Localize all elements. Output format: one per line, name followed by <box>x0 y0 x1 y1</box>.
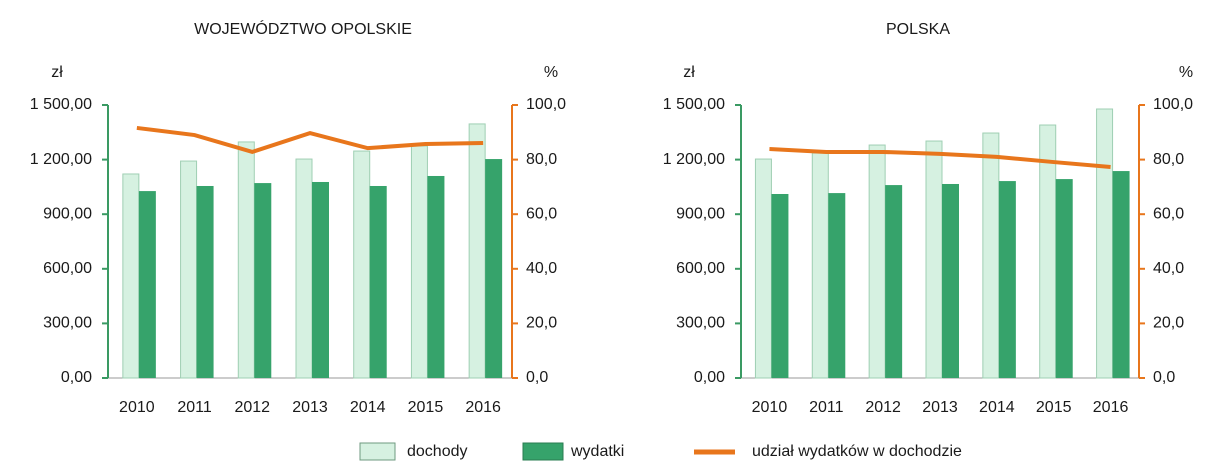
x-tick-label: 2016 <box>465 399 501 416</box>
x-tick-label: 2011 <box>809 399 844 416</box>
x-tick-label: 2010 <box>752 399 788 416</box>
y-tick-label: 600,00 <box>43 260 92 277</box>
y2-tick-label: 0,0 <box>1153 369 1175 386</box>
line-series <box>769 146 1111 169</box>
y2-tick-label: 0,0 <box>526 369 548 386</box>
y2-tick-label: 60,0 <box>1153 205 1184 222</box>
y-tick-label: 300,00 <box>676 315 725 332</box>
bar-dochody <box>754 158 772 379</box>
x-tick-label: 2011 <box>177 399 212 416</box>
bar-wydatki <box>485 159 503 378</box>
y2-tick-label: 20,0 <box>1153 315 1184 332</box>
y-tick-label: 0,00 <box>61 369 92 386</box>
y-axis-unit: zł <box>51 64 63 81</box>
bar-dochody <box>180 160 198 379</box>
bar-wydatki <box>427 175 445 378</box>
x-tick-label: 2014 <box>979 399 1015 416</box>
y-tick-label: 1 200,00 <box>663 151 725 168</box>
legend-label: dochody <box>407 443 468 460</box>
y2-tick-label: 20,0 <box>526 315 557 332</box>
y2-axis-unit: % <box>544 64 558 81</box>
bar-dochody <box>295 158 313 379</box>
bar-dochody <box>811 152 829 379</box>
bar-wydatki <box>828 193 846 378</box>
x-tick-label: 2015 <box>408 399 444 416</box>
bar-wydatki <box>196 185 214 378</box>
bar-wydatki <box>138 191 156 378</box>
y2-tick-label: 100,0 <box>526 96 566 113</box>
chart-title: WOJEWÓDZTWO OPOLSKIE <box>194 19 412 38</box>
bar-dochody <box>982 132 1000 379</box>
bar-wydatki <box>1055 179 1073 378</box>
legend-swatch <box>359 442 396 461</box>
x-tick-label: 2016 <box>1093 399 1129 416</box>
bar-dochody <box>468 123 486 379</box>
bar-wydatki <box>885 185 903 378</box>
x-tick-label: 2012 <box>865 399 901 416</box>
y2-tick-label: 100,0 <box>1153 96 1193 113</box>
bar-wydatki <box>942 183 959 378</box>
bar-wydatki <box>1112 171 1130 378</box>
x-tick-label: 2010 <box>119 399 155 416</box>
x-tick-label: 2015 <box>1036 399 1072 416</box>
x-tick-label: 2013 <box>922 399 958 416</box>
bar-wydatki <box>312 181 329 378</box>
y-axis-unit: zł <box>683 64 695 81</box>
bar-wydatki <box>998 181 1016 378</box>
y2-tick-label: 80,0 <box>526 151 557 168</box>
legend-swatch <box>522 442 564 461</box>
y-tick-label: 900,00 <box>43 205 92 222</box>
y-tick-label: 0,00 <box>694 369 725 386</box>
bar-dochody <box>122 173 140 379</box>
chart-title: POLSKA <box>886 21 950 38</box>
bar-dochody <box>353 150 371 379</box>
y2-axis-unit: % <box>1179 64 1193 81</box>
bar-wydatki <box>369 185 387 378</box>
x-tick-label: 2013 <box>292 399 328 416</box>
legend-label: wydatki <box>570 443 624 460</box>
y-tick-label: 1 500,00 <box>30 96 92 113</box>
y-tick-label: 600,00 <box>676 260 725 277</box>
y2-tick-label: 40,0 <box>526 260 557 277</box>
bar-dochody <box>237 141 255 379</box>
bar-dochody <box>868 144 886 379</box>
line-series <box>136 125 484 155</box>
bar-wydatki <box>771 193 789 378</box>
y2-tick-label: 40,0 <box>1153 260 1184 277</box>
bar-dochody <box>410 145 428 379</box>
y2-tick-label: 80,0 <box>1153 151 1184 168</box>
y-tick-label: 900,00 <box>676 205 725 222</box>
x-tick-label: 2012 <box>234 399 270 416</box>
bar-dochody <box>1096 108 1114 379</box>
y-tick-label: 1 500,00 <box>663 96 725 113</box>
y2-tick-label: 60,0 <box>526 205 557 222</box>
bar-wydatki <box>254 183 272 378</box>
legend-label: udział wydatków w dochodzie <box>752 443 962 460</box>
x-tick-label: 2014 <box>350 399 386 416</box>
bar-dochody <box>925 140 943 379</box>
y-tick-label: 300,00 <box>43 315 92 332</box>
y-tick-label: 1 200,00 <box>30 151 92 168</box>
